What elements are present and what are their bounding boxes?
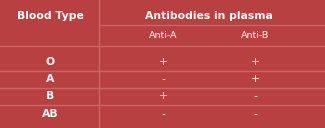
Text: AB: AB [42, 109, 58, 119]
Text: -: - [253, 91, 257, 101]
Text: +: + [159, 57, 168, 67]
Text: O: O [46, 57, 55, 67]
Text: B: B [46, 91, 54, 101]
Text: +: + [251, 57, 260, 67]
Text: Anti-A: Anti-A [149, 30, 177, 40]
Text: Anti-B: Anti-B [241, 30, 269, 40]
Text: -: - [253, 109, 257, 119]
Text: -: - [161, 74, 165, 84]
Text: A: A [46, 74, 54, 84]
Text: Antibodies in plasma: Antibodies in plasma [145, 11, 273, 21]
Text: +: + [159, 91, 168, 101]
Text: -: - [161, 109, 165, 119]
Text: Blood Type: Blood Type [17, 11, 84, 21]
Text: +: + [251, 74, 260, 84]
